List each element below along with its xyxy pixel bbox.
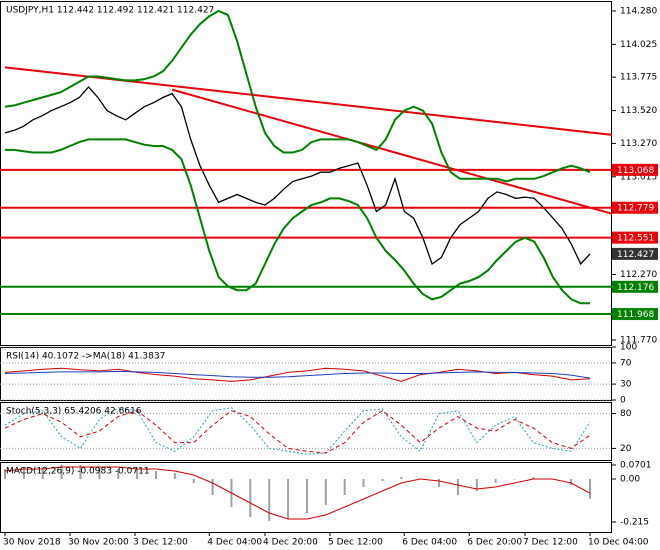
x-tick-label: 7 Dec 12:00 [523, 538, 578, 548]
histogram-bar [117, 469, 120, 479]
series-line [4, 9, 591, 183]
level-box [612, 308, 658, 321]
x-tick-label: 6 Dec 20:00 [467, 538, 522, 548]
histogram-bar [192, 479, 195, 483]
level-label: 112.551 [617, 234, 654, 244]
panel-title: RSI(14) 40.1072 ->MA(18) 41.3837 [6, 352, 165, 362]
last-price-label: 112.427 [617, 250, 654, 260]
y-tick-label: 70 [620, 358, 632, 368]
level-label: 112.779 [617, 204, 654, 214]
x-tick-label: 10 Dec 04:00 [588, 538, 649, 548]
last-price-box [612, 247, 658, 260]
histogram-bar [494, 479, 497, 483]
x-tick-label: 30 Nov 20:00 [68, 538, 129, 548]
x-tick-label: 30 Nov 2018 [3, 538, 61, 548]
histogram-bar [22, 467, 25, 479]
y-tick-label: 113.775 [620, 73, 657, 83]
y-tick-label: 30 [620, 380, 632, 390]
trend-line [171, 88, 613, 215]
panel-title: Stoch(5,3,3) 65.4206 42.6616 [6, 407, 142, 417]
y-tick-label: 111.770 [620, 336, 657, 346]
panel-frame [0, 1, 612, 346]
histogram-bar [98, 467, 101, 479]
series-line [4, 410, 591, 454]
panel-frame [0, 402, 612, 461]
histogram-bar [305, 479, 308, 513]
y-tick-label: -0.215 [620, 518, 649, 528]
y-tick-label: 0 [620, 396, 626, 406]
series-line [4, 86, 591, 266]
histogram-bar [475, 479, 478, 491]
x-tick-label: 6 Dec 04:00 [402, 538, 457, 548]
histogram-bar [381, 479, 384, 481]
y-tick-label: 0.00 [620, 475, 640, 485]
panel-frame [0, 462, 612, 533]
x-tick-label: 4 Dec 20:00 [263, 538, 318, 548]
histogram-bar [532, 477, 535, 479]
y-tick-label: 113.520 [620, 106, 657, 116]
x-tick-label: 3 Dec 12:00 [133, 538, 188, 548]
histogram-bar [589, 479, 591, 499]
y-tick-label: 80 [620, 409, 632, 419]
y-tick-label: 112.270 [620, 270, 657, 280]
histogram-bar [362, 479, 365, 487]
histogram-bar [268, 479, 271, 521]
histogram-bar [79, 465, 82, 479]
histogram-bar [400, 477, 403, 479]
y-tick-label: 20 [620, 444, 632, 454]
histogram-bar [438, 479, 441, 487]
level-box [612, 201, 658, 214]
histogram-bar [456, 479, 459, 495]
histogram-bar [287, 479, 290, 519]
histogram-bar [513, 479, 516, 480]
x-tick-label: 4 Dec 04:00 [207, 538, 262, 548]
histogram-bar [249, 479, 252, 517]
y-tick-label: 114.280 [620, 6, 657, 16]
y-tick-label: 114.025 [620, 40, 657, 50]
level-box [612, 231, 658, 244]
series-line [4, 370, 591, 379]
histogram-bar [343, 479, 346, 495]
series-line [4, 367, 591, 382]
panel-title: MACD(12,26,9) -0.0983 -0.0711 [6, 467, 150, 477]
histogram-bar [4, 469, 6, 479]
y-tick-label: 100 [620, 343, 637, 353]
histogram-bar [60, 465, 63, 479]
histogram-bar [173, 473, 176, 479]
y-tick-label: 0.0701 [620, 460, 652, 470]
histogram-bar [570, 479, 573, 485]
histogram-bar [211, 479, 214, 495]
x-tick-label: 5 Dec 12:00 [328, 538, 383, 548]
series-line [4, 407, 591, 455]
level-label: 113.068 [617, 166, 654, 176]
level-box [612, 280, 658, 293]
y-tick-label: 113.015 [620, 172, 657, 182]
series-line [5, 138, 590, 305]
histogram-bar [41, 467, 44, 479]
level-label: 111.968 [617, 310, 654, 320]
level-box [612, 163, 658, 176]
y-tick-label: 113.270 [620, 139, 657, 149]
panel-title: USDJPY,H1 112.442 112.492 112.421 112.42… [6, 6, 214, 16]
histogram-bar [154, 471, 157, 479]
histogram-bar [136, 469, 139, 479]
histogram-bar [324, 479, 327, 505]
level-label: 112.176 [617, 283, 654, 293]
series-line [4, 466, 591, 520]
